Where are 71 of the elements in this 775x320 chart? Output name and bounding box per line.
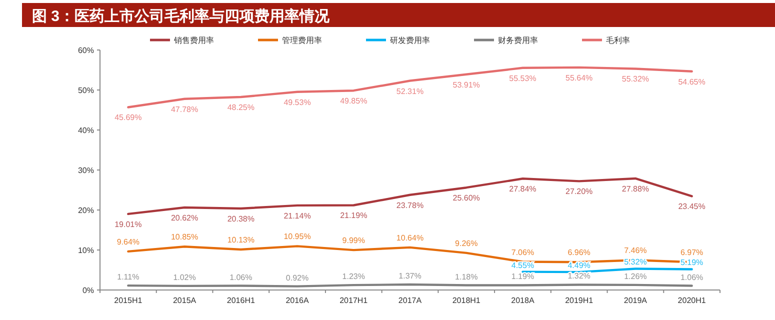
legend-label: 毛利率 bbox=[606, 36, 630, 45]
data-label: 1.23% bbox=[342, 272, 365, 282]
data-label: 7.46% bbox=[624, 246, 647, 256]
y-tick-label: 60% bbox=[78, 46, 94, 55]
data-label: 1.06% bbox=[680, 272, 704, 282]
x-tick-label: 2020H1 bbox=[678, 296, 706, 305]
data-label: 55.32% bbox=[622, 74, 650, 84]
data-label: 10.13% bbox=[227, 235, 254, 244]
x-tick-label: 2018H1 bbox=[452, 296, 481, 305]
x-tick-label: 2016H1 bbox=[226, 296, 256, 305]
data-label: 0.92% bbox=[286, 273, 309, 282]
x-tick-label: 2019A bbox=[624, 296, 648, 305]
data-label: 19.01% bbox=[114, 220, 142, 229]
legend-label: 销售费用率 bbox=[173, 36, 214, 45]
data-label: 7.06% bbox=[511, 248, 534, 257]
data-label: 9.26% bbox=[455, 238, 478, 248]
data-label: 10.95% bbox=[284, 232, 311, 242]
data-label: 55.53% bbox=[509, 74, 536, 83]
data-label: 10.64% bbox=[396, 233, 424, 242]
data-label: 9.64% bbox=[116, 237, 140, 246]
data-label: 54.65% bbox=[678, 77, 706, 86]
data-label: 1.11% bbox=[117, 272, 140, 282]
data-label: 20.62% bbox=[170, 214, 198, 223]
data-label: 48.25% bbox=[227, 103, 254, 112]
data-label: 9.99% bbox=[342, 236, 365, 246]
legend-label: 研发费用率 bbox=[390, 36, 430, 45]
data-label: 5.19% bbox=[680, 258, 704, 268]
x-tick-label: 2017A bbox=[398, 296, 422, 305]
y-tick-label: 20% bbox=[78, 206, 94, 215]
y-tick-label: 0% bbox=[82, 286, 94, 295]
data-label: 20.38% bbox=[227, 214, 254, 224]
data-label: 25.60% bbox=[452, 194, 480, 203]
data-label: 1.02% bbox=[173, 272, 196, 282]
data-label: 27.88% bbox=[622, 184, 650, 194]
x-tick-label: 2019H1 bbox=[565, 296, 594, 305]
data-label: 1.18% bbox=[455, 272, 478, 282]
x-tick-label: 2015H1 bbox=[114, 296, 143, 305]
y-tick-label: 30% bbox=[78, 166, 94, 175]
data-label: 10.85% bbox=[170, 232, 198, 242]
data-label: 47.78% bbox=[170, 104, 198, 114]
x-tick-label: 2018A bbox=[511, 296, 535, 305]
y-tick-label: 50% bbox=[78, 86, 94, 95]
y-tick-label: 10% bbox=[78, 246, 94, 255]
x-tick-label: 2015A bbox=[172, 296, 197, 305]
data-label: 27.84% bbox=[509, 184, 536, 194]
data-label: 4.49% bbox=[568, 261, 590, 270]
data-label: 6.97% bbox=[680, 248, 704, 258]
data-label: 4.55% bbox=[511, 260, 534, 270]
x-tick-label: 2017H1 bbox=[340, 296, 368, 305]
data-label: 1.19% bbox=[511, 272, 534, 282]
data-label: 6.96% bbox=[568, 248, 590, 258]
data-label: 52.31% bbox=[396, 86, 424, 96]
chart-title: 图 3：医药上市公司毛利率与四项费用率情况 bbox=[32, 7, 331, 25]
data-label: 1.37% bbox=[398, 272, 422, 281]
y-tick-label: 40% bbox=[78, 126, 94, 135]
x-tick-label: 2016A bbox=[286, 296, 310, 305]
data-label: 21.14% bbox=[284, 211, 311, 220]
data-label: 53.91% bbox=[452, 80, 480, 90]
data-label: 49.85% bbox=[340, 96, 368, 106]
data-label: 55.64% bbox=[566, 73, 593, 82]
data-label: 23.78% bbox=[396, 200, 424, 210]
data-label: 1.32% bbox=[568, 272, 590, 281]
data-label: 1.06% bbox=[230, 272, 252, 282]
data-label: 49.53% bbox=[284, 98, 311, 107]
data-label: 1.26% bbox=[624, 272, 647, 281]
data-label: 21.19% bbox=[340, 211, 368, 220]
data-label: 45.69% bbox=[114, 113, 142, 122]
data-label: 23.45% bbox=[678, 202, 706, 212]
legend-label: 财务费用率 bbox=[498, 36, 538, 45]
legend-label: 管理费用率 bbox=[282, 36, 322, 45]
data-label: 27.20% bbox=[566, 187, 593, 196]
